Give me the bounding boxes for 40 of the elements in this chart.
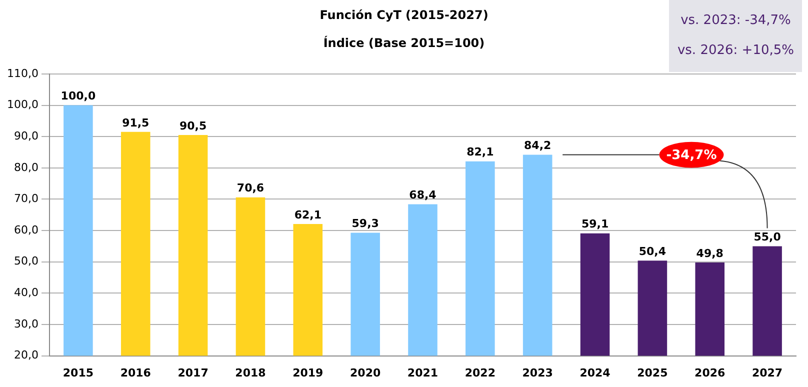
y-tick-label: 90,0 xyxy=(14,129,38,142)
data-label: 90,5 xyxy=(179,119,207,132)
y-tick-label: 40,0 xyxy=(14,286,38,300)
x-tick-label: 2026 xyxy=(694,366,726,380)
y-tick-label: 50,0 xyxy=(14,254,38,268)
x-tick-label: 2025 xyxy=(637,366,668,380)
data-label: 59,3 xyxy=(352,217,379,230)
x-tick-label: 2018 xyxy=(235,366,266,380)
data-label: 100,0 xyxy=(60,90,96,103)
x-tick-label: 2015 xyxy=(62,366,94,380)
x-tick-label: 2022 xyxy=(464,366,496,380)
x-tick-label: 2019 xyxy=(292,366,324,380)
y-tick-label: 20,0 xyxy=(14,348,38,362)
data-label: 49,8 xyxy=(696,246,724,260)
data-label: 50,4 xyxy=(638,244,666,258)
x-tick-label: 2023 xyxy=(522,366,553,380)
x-tick-label: 2020 xyxy=(350,366,381,380)
x-tick-label: 2024 xyxy=(580,366,611,380)
y-tick-label: 60,0 xyxy=(14,223,38,236)
y-tick-label: 30,0 xyxy=(14,317,38,330)
data-label: 62,1 xyxy=(294,208,322,222)
note-box: vs. 2023: -34,7% vs. 2026: +10,5% xyxy=(669,0,802,72)
data-label: 91,5 xyxy=(122,116,150,130)
chart-subtitle: Índice (Base 2015=100) xyxy=(323,36,485,50)
annotation: -34,7% xyxy=(666,148,717,164)
y-tick-label: 70,0 xyxy=(14,192,38,206)
x-tick-label: 2017 xyxy=(178,366,208,380)
y-tick-label: 110,0 xyxy=(6,66,38,80)
data-label: 59,1 xyxy=(581,218,609,231)
data-label: 55,0 xyxy=(754,230,782,244)
x-tick-label: 2016 xyxy=(120,366,152,380)
y-tick-label: 100,0 xyxy=(6,98,38,112)
x-tick-label: 2027 xyxy=(752,366,783,380)
data-label: 84,2 xyxy=(524,139,552,152)
data-label: 70,6 xyxy=(236,182,264,195)
chart-title: Función CyT (2015-2027) xyxy=(320,8,488,22)
x-tick-label: 2021 xyxy=(407,366,438,380)
data-label: 82,1 xyxy=(466,146,494,159)
y-tick-label: 80,0 xyxy=(14,160,38,174)
data-label: 68,4 xyxy=(409,188,437,202)
